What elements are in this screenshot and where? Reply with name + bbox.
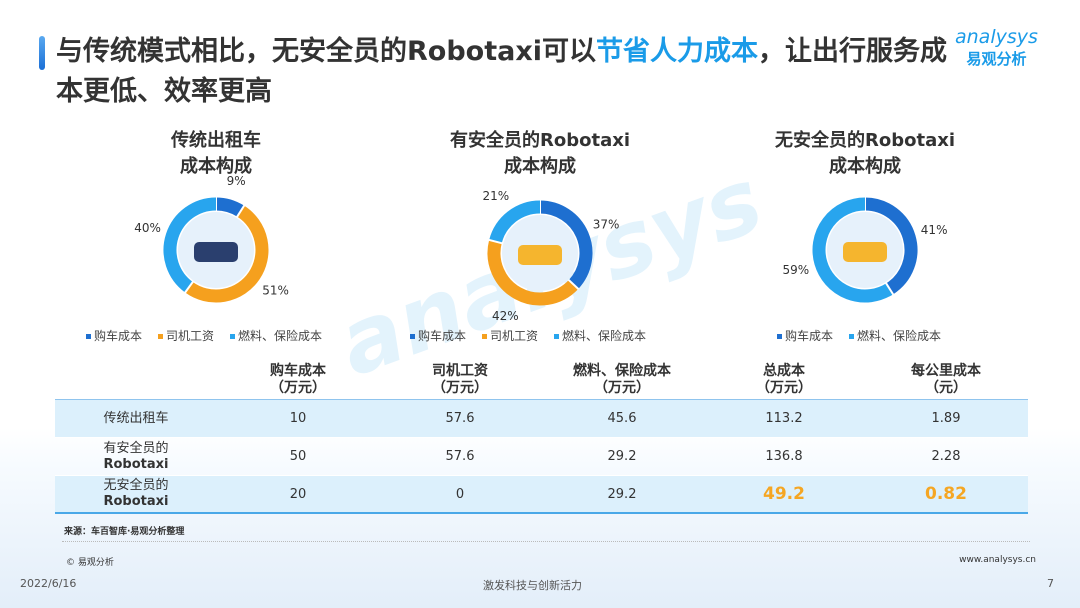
data-label: 51% [262, 283, 289, 297]
table-cell: 20 [289, 486, 307, 502]
table-cell: 45.6 [607, 411, 637, 426]
table-cell: 29.2 [607, 449, 637, 464]
table-cell: 0 [455, 486, 465, 502]
table-cell: 113.2 [765, 411, 803, 426]
table-cell: 136.8 [765, 449, 803, 464]
legend-item: 购车成本 [777, 327, 833, 344]
data-label: 59% [783, 263, 810, 277]
slogan: 激发科技与创新活力 [483, 579, 582, 592]
donut-slice [864, 197, 918, 295]
city-background [0, 428, 1080, 608]
table-cell: 57.6 [445, 411, 475, 426]
chart-legend: 购车成本 司机工资 燃料、保险成本 [410, 327, 646, 344]
donut-chart: 41% 59% [783, 197, 948, 303]
donut-slice [163, 197, 217, 293]
website-link[interactable]: www.analysys.cn [959, 555, 1036, 565]
column-header: 总成本 （万元） [756, 362, 812, 396]
donut-chart: 37% 42% 21% [483, 189, 620, 323]
car-icon [194, 242, 238, 262]
table-cell: 0.82 [925, 484, 967, 504]
column-header: 购车成本 （万元） [270, 362, 326, 396]
donut-slice [489, 200, 541, 244]
legend-item: 购车成本 [86, 327, 142, 344]
donut-slice [215, 197, 245, 217]
source-note: 来源：车百智库·易观分析整理 [64, 527, 185, 537]
donut-slice [185, 205, 269, 303]
copyright: © 易观分析 [66, 558, 114, 568]
legend-item: 司机工资 [482, 327, 538, 344]
date: 2022/6/16 [20, 577, 77, 590]
chart-legend: 购车成本 司机工资 燃料、保险成本 [86, 327, 322, 344]
table-cell: 10 [289, 411, 307, 426]
column-header: 燃料、保险成本 （万元） [573, 362, 671, 396]
data-label: 41% [921, 223, 948, 237]
data-label: 21% [483, 189, 510, 203]
legend-item: 燃料、保险成本 [230, 327, 322, 344]
legend-item: 燃料、保险成本 [554, 327, 646, 344]
table-cell: 49.2 [763, 484, 805, 504]
chart-title: 传统出租车 成本构成 [171, 130, 261, 177]
page-number: 7 [1047, 577, 1054, 590]
legend-item: 司机工资 [158, 327, 214, 344]
table-cell: 29.2 [607, 486, 637, 502]
page-title: 与传统模式相比，无安全员的Robotaxi可以节省人力成本，让出行服务成本更低、… [56, 36, 948, 107]
chart-legend: 购车成本 燃料、保险成本 [777, 327, 941, 344]
chart-title: 无安全员的Robotaxi 成本构成 [774, 130, 955, 177]
chart-title: 有安全员的Robotaxi 成本构成 [449, 130, 630, 177]
title-accent-bar [39, 36, 45, 70]
car-icon [843, 242, 887, 262]
cost-table: 购车成本 （万元） 司机工资 （万元） 燃料、保险成本 （万元） 总成本 （万元） 每公里成本（… [55, 360, 1028, 514]
donut-slice [539, 200, 593, 289]
table-row: 有安全员的 Robotaxi 50 57.6 29.2 136.8 2.28 [55, 438, 1028, 476]
column-header: 司机工资 （万元） [432, 362, 488, 396]
donut-slice [812, 197, 894, 303]
data-label: 40% [134, 221, 161, 235]
table-row: 传统出租车 10 57.6 45.6 113.2 1.89 [55, 400, 1028, 438]
table-header: 购车成本 （万元） 司机工资 （万元） 燃料、保险成本 （万元） 总成本 （万元） 每公里成本（… [55, 360, 1028, 400]
car-icon [518, 245, 562, 265]
divider [62, 541, 1030, 542]
legend-item: 购车成本 [410, 327, 466, 344]
column-header: 每公里成本 （元） [911, 362, 981, 396]
row-label: 无安全员的 Robotaxi [103, 478, 169, 509]
donut-slice [487, 239, 579, 306]
table-cell: 1.89 [931, 411, 961, 426]
table-row: 无安全员的 Robotaxi 20 0 29.2 49.2 0.82 [55, 476, 1028, 514]
legend-item: 燃料、保险成本 [849, 327, 941, 344]
table-cell: 57.6 [445, 449, 475, 464]
table-cell: 50 [289, 449, 307, 464]
row-label: 有安全员的 Robotaxi [103, 440, 169, 472]
data-label: 9% [227, 174, 246, 188]
analysys-logo: analysys 易观分析 [955, 26, 1038, 68]
data-label: 42% [492, 309, 519, 323]
table-cell: 2.28 [931, 449, 961, 464]
data-label: 37% [593, 217, 620, 231]
row-label: 传统出租车 [103, 410, 169, 426]
donut-chart: 9% 51% 40% [134, 174, 289, 303]
